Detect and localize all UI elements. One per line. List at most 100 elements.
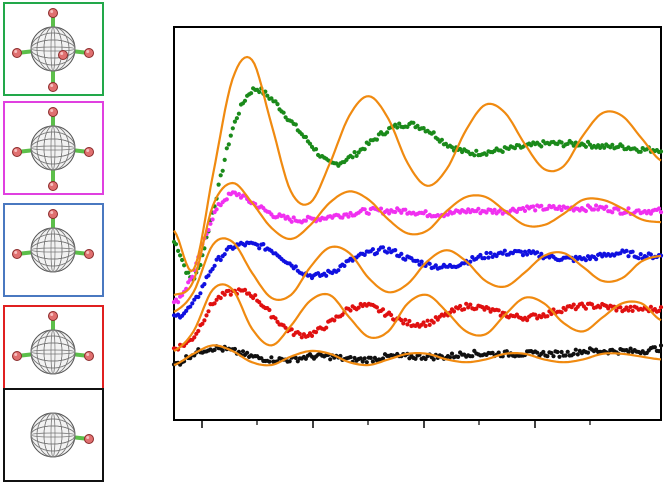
data-point — [340, 215, 345, 220]
data-point — [226, 288, 231, 293]
data-point — [362, 252, 367, 257]
data-point — [232, 119, 237, 124]
data-point — [210, 217, 215, 222]
data-point — [449, 145, 455, 150]
data-point — [648, 252, 654, 257]
data-point — [431, 130, 436, 135]
data-point — [212, 301, 217, 306]
data-point — [332, 318, 337, 323]
data-point — [212, 347, 217, 352]
data-series-4 — [171, 343, 664, 367]
data-point — [196, 328, 201, 334]
data-point — [626, 308, 631, 313]
data-point — [222, 292, 227, 297]
data-point — [200, 321, 205, 326]
data-point — [214, 207, 219, 212]
data-point — [346, 214, 351, 219]
data-point — [216, 182, 221, 187]
data-point — [313, 330, 319, 335]
data-point — [385, 208, 390, 213]
chart-plot — [171, 26, 664, 428]
data-point — [415, 258, 420, 263]
data-point — [496, 350, 501, 355]
data-point — [472, 153, 477, 158]
data-series-0 — [171, 86, 664, 282]
data-point — [218, 295, 223, 301]
data-point — [228, 292, 233, 297]
data-point — [484, 250, 489, 256]
data-point — [275, 102, 280, 107]
data-series-2 — [171, 240, 664, 320]
data-point — [492, 207, 497, 212]
data-point — [176, 248, 181, 253]
cage-molecule-icon — [12, 107, 94, 191]
data-point — [324, 325, 329, 330]
data-point — [638, 252, 643, 257]
data-point — [173, 242, 179, 247]
data-point — [293, 264, 298, 269]
data-point — [190, 301, 195, 306]
data-point — [257, 300, 262, 305]
data-point — [533, 208, 538, 213]
data-point — [387, 211, 392, 216]
data-point — [474, 148, 479, 153]
data-point — [269, 355, 274, 360]
data-point — [423, 323, 428, 329]
data-point — [242, 98, 248, 103]
data-point — [297, 331, 302, 336]
data-point — [500, 251, 505, 256]
data-point — [504, 349, 509, 354]
data-point — [458, 303, 463, 309]
data-point — [626, 349, 631, 354]
data-point — [500, 149, 505, 154]
data-point — [535, 250, 540, 255]
data-point — [512, 146, 518, 151]
data-point — [358, 356, 363, 361]
data-point — [531, 204, 536, 209]
data-point — [486, 255, 491, 260]
data-point — [267, 359, 272, 364]
data-point — [182, 263, 187, 268]
data-point — [658, 210, 664, 215]
data-point — [658, 305, 664, 310]
data-point — [468, 302, 473, 307]
data-point — [518, 249, 524, 254]
data-point — [551, 354, 556, 359]
data-point — [559, 140, 564, 145]
data-point — [594, 203, 599, 208]
data-point — [232, 346, 237, 352]
data-point — [220, 168, 225, 173]
data-point — [545, 314, 550, 319]
data-point — [624, 305, 629, 310]
data-point — [462, 307, 467, 312]
data-point — [514, 209, 520, 214]
data-point — [533, 312, 538, 317]
data-point — [216, 254, 221, 260]
data-point — [303, 134, 308, 140]
data-point — [589, 302, 595, 307]
data-point — [419, 259, 424, 264]
data-point — [218, 173, 223, 178]
cage-molecule-icon — [12, 8, 94, 92]
data-point — [224, 146, 229, 151]
data-point — [281, 213, 286, 218]
data-point — [401, 321, 406, 326]
data-point — [486, 306, 491, 311]
data-point — [555, 349, 560, 355]
data-point — [283, 325, 288, 330]
data-point — [307, 141, 313, 146]
data-point — [571, 351, 576, 356]
data-point — [435, 317, 440, 322]
data-point — [470, 354, 475, 359]
data-point — [559, 310, 564, 315]
data-point — [295, 359, 300, 364]
data-point — [380, 245, 386, 250]
data-point — [222, 252, 227, 257]
data-point — [210, 266, 215, 272]
data-point — [539, 251, 544, 256]
data-point — [368, 355, 373, 360]
data-point — [610, 142, 615, 147]
fit-curve-3 — [173, 283, 662, 352]
data-point — [427, 322, 432, 327]
data-point — [449, 351, 455, 356]
